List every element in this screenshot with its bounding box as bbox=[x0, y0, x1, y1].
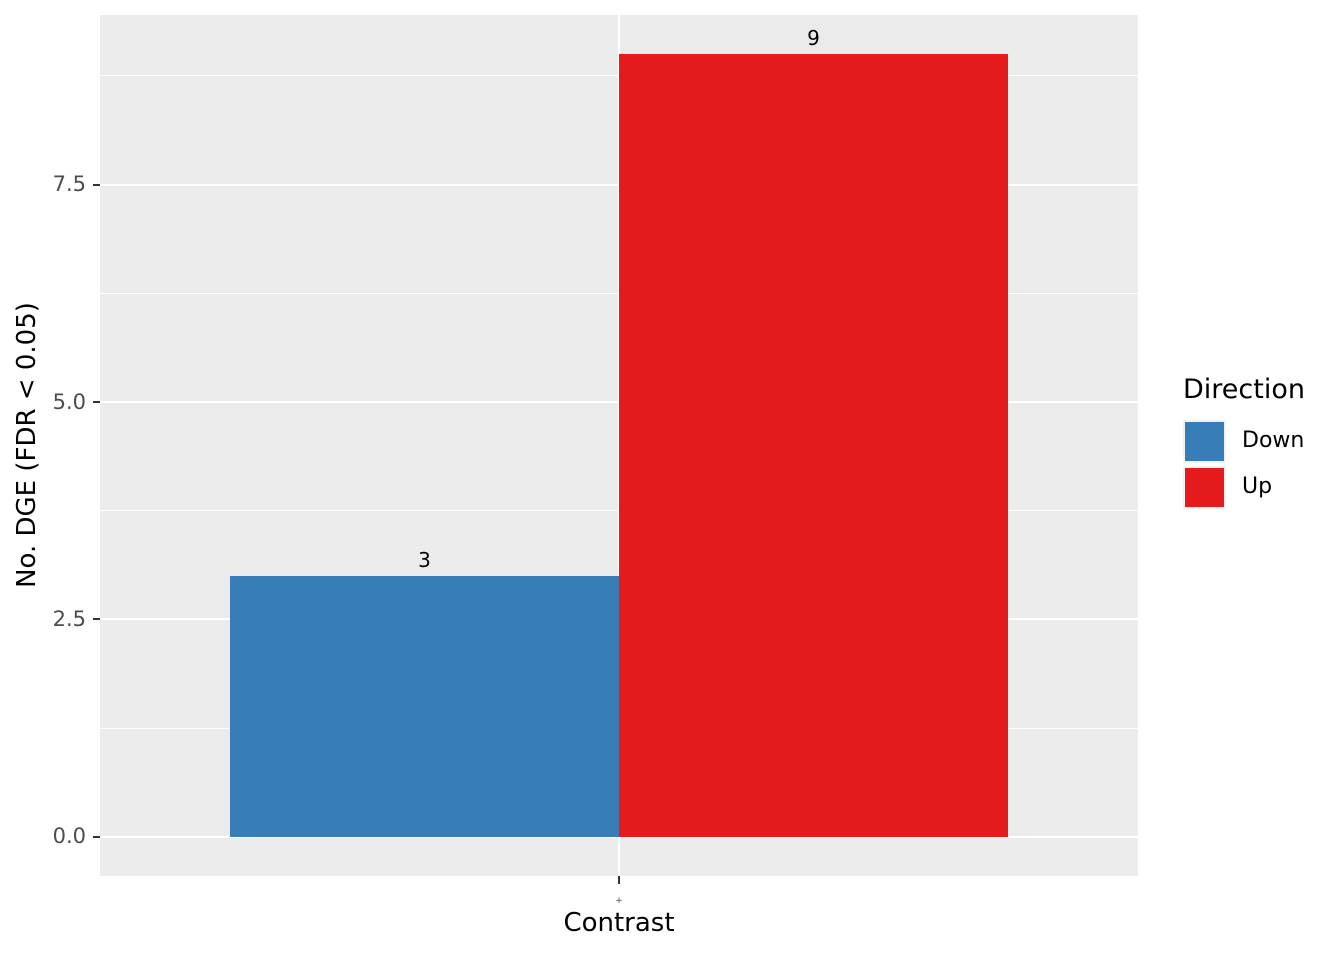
y-tick-mark bbox=[93, 183, 100, 186]
legend-title: Direction bbox=[1183, 374, 1305, 405]
x-tick-label: + bbox=[615, 896, 623, 906]
legend-item-down: Down bbox=[1183, 418, 1305, 464]
legend-items: Down Up bbox=[1183, 418, 1305, 510]
x-tick-mark bbox=[618, 876, 620, 884]
plot-panel bbox=[100, 15, 1138, 876]
y-tick-label: 7.5 bbox=[52, 172, 86, 197]
y-tick-mark bbox=[93, 835, 100, 838]
y-axis-title: No. DGE (FDR < 0.05) bbox=[12, 302, 42, 588]
y-tick-mark bbox=[93, 618, 100, 621]
legend-item-label: Down bbox=[1242, 428, 1305, 453]
y-tick-label: 0.0 bbox=[52, 824, 86, 849]
legend: Direction Down Up bbox=[1183, 374, 1305, 510]
legend-key-swatch bbox=[1183, 419, 1226, 463]
legend-key-swatch bbox=[1183, 465, 1226, 509]
legend-item-label: Up bbox=[1242, 474, 1273, 499]
x-axis-title: Contrast bbox=[563, 908, 675, 938]
y-tick-mark bbox=[93, 401, 100, 403]
y-tick-label: 2.5 bbox=[52, 606, 86, 631]
bar-up bbox=[619, 54, 1008, 837]
bar-down bbox=[230, 575, 619, 837]
legend-item-up: Up bbox=[1183, 464, 1305, 510]
